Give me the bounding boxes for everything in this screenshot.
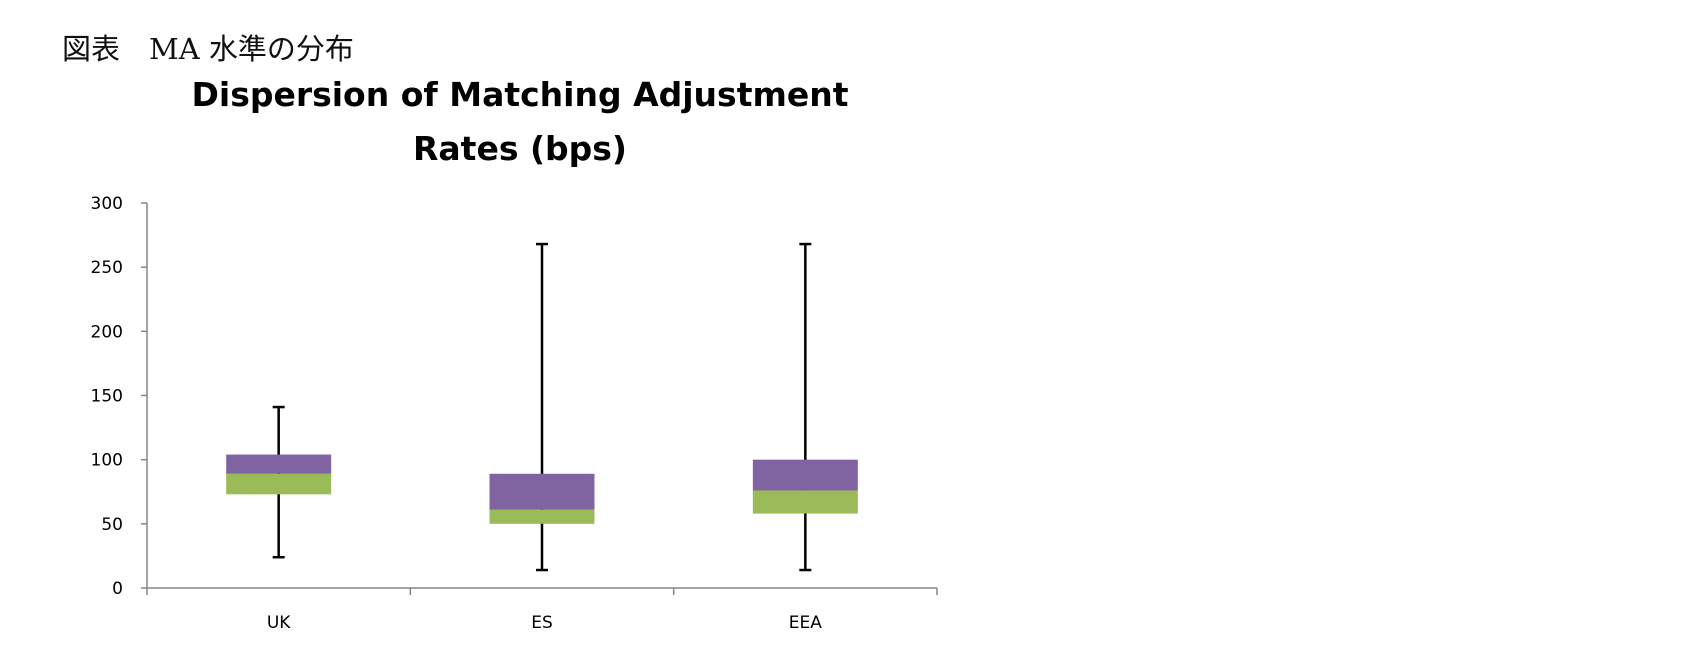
x-tick-label: EEA — [789, 613, 822, 633]
box-lower-eea — [752, 490, 858, 514]
box-lower-es — [489, 509, 595, 524]
y-tick-label: 100 — [91, 451, 123, 471]
box-lower-uk — [226, 473, 332, 495]
y-tick-label: 300 — [91, 194, 123, 214]
box-upper-uk — [226, 454, 332, 474]
x-tick-label: ES — [531, 613, 553, 633]
box-upper-eea — [752, 459, 858, 491]
y-tick-label: 200 — [91, 322, 123, 342]
y-tick-label: 250 — [91, 258, 123, 278]
y-tick-label: 50 — [101, 515, 123, 535]
chart-title: Dispersion of Matching Adjustment Rates … — [191, 75, 849, 168]
x-tick-label: UK — [267, 613, 291, 633]
box-upper-es — [489, 473, 595, 510]
y-tick-label: 150 — [91, 387, 123, 407]
y-tick-label: 0 — [112, 579, 123, 599]
figure-caption: 図表 MA 水準の分布 — [62, 32, 354, 66]
